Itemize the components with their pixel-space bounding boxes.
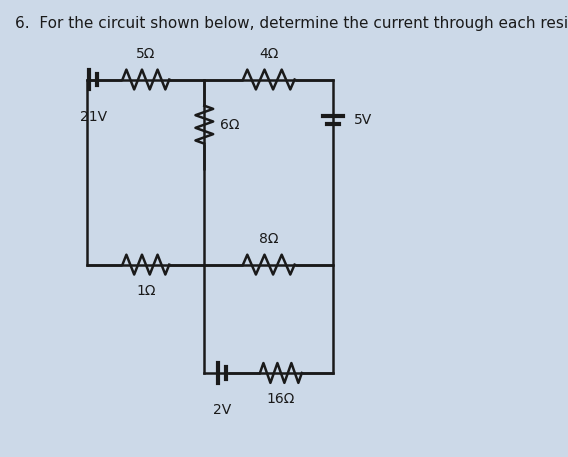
Text: 6Ω: 6Ω [220, 117, 239, 132]
Text: 5V: 5V [353, 113, 371, 127]
Text: 21V: 21V [80, 110, 107, 124]
Text: 8Ω: 8Ω [259, 232, 278, 246]
Text: 6.  For the circuit shown below, determine the current through each resistor.: 6. For the circuit shown below, determin… [15, 16, 568, 32]
Text: 5Ω: 5Ω [136, 47, 156, 61]
Text: 16Ω: 16Ω [267, 392, 295, 406]
Text: 2V: 2V [213, 403, 231, 417]
Text: 4Ω: 4Ω [259, 47, 278, 61]
Text: 1Ω: 1Ω [136, 284, 156, 298]
